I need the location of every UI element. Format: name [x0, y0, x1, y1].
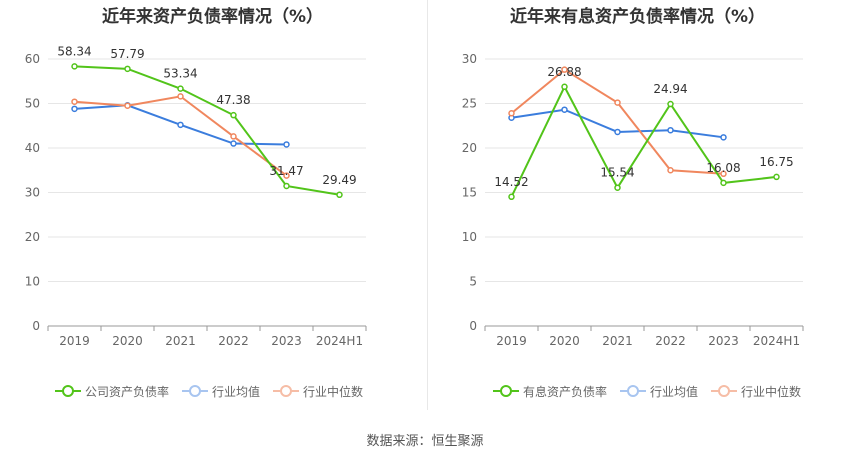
y-tick-label: 40 [25, 141, 40, 155]
y-tick-label: 15 [462, 186, 477, 200]
legend-label: 有息资产负债率 [523, 384, 608, 399]
data-label: 47.38 [216, 93, 250, 107]
series-point-industry_median[interactable] [124, 102, 131, 109]
x-tick-label: 2022 [218, 334, 249, 348]
chart-divider [427, 0, 428, 410]
series-point-industry_median[interactable] [720, 170, 727, 178]
series-point-industry_avg[interactable] [71, 105, 78, 113]
series-point-industry_avg[interactable] [561, 106, 568, 113]
legend-label: 行业均值 [212, 384, 261, 399]
y-tick-label: 5 [469, 275, 477, 289]
data-label: 29.49 [322, 173, 356, 187]
x-tick-label: 2019 [59, 334, 90, 348]
series-point-industry_avg[interactable] [720, 134, 727, 141]
data-label: 26.88 [547, 65, 581, 79]
series-point-company[interactable] [124, 65, 131, 73]
series-line-industry_median [510, 68, 724, 175]
x-tick-label: 2023 [271, 334, 302, 348]
data-label: 57.79 [110, 47, 144, 61]
series-point-company[interactable] [508, 193, 515, 201]
data-label: 58.34 [57, 44, 91, 58]
series-point-industry_median[interactable] [177, 93, 184, 100]
series-point-company[interactable] [230, 111, 237, 119]
y-tick-label: 0 [32, 319, 40, 333]
series-line-industry_median [74, 95, 288, 177]
series-point-industry_median[interactable] [614, 99, 621, 106]
series-point-company[interactable] [177, 85, 184, 92]
series-line-company [74, 65, 340, 196]
data-label: 15.54 [600, 166, 634, 180]
x-tick-label: 2024H1 [753, 334, 800, 348]
legend-label: 行业中位数 [741, 384, 802, 399]
data-source-note: 数据来源：恒生聚源 [366, 434, 484, 449]
y-tick-label: 30 [462, 52, 477, 66]
legend-item-interest-bearing-debt-ratio[interactable]: 有息资产负债率 [493, 383, 607, 400]
legend-line-marker-icon [182, 384, 209, 398]
data-label: 53.34 [163, 67, 197, 81]
legend-item-company-debt-ratio[interactable]: 公司资产负债率 [55, 383, 169, 400]
series-point-company[interactable] [614, 184, 621, 191]
left-chart-legend: 公司资产负债率 行业均值 行业中位数 [55, 382, 376, 400]
legend-line-marker-icon [493, 384, 519, 398]
left-chart-title: 近年来资产负债率情况（%） [101, 7, 324, 27]
y-tick-label: 10 [462, 230, 477, 244]
y-tick-label: 50 [25, 97, 40, 111]
legend-line-marker-icon [55, 384, 81, 398]
legend-label: 行业均值 [650, 384, 699, 399]
series-point-company[interactable] [561, 83, 568, 91]
legend-label: 公司资产负债率 [85, 384, 170, 399]
data-label: 16.08 [706, 161, 740, 175]
series-point-industry_avg[interactable] [230, 140, 237, 147]
legend-label: 行业中位数 [303, 384, 364, 399]
series-point-industry_avg[interactable] [667, 126, 674, 134]
series-point-company[interactable] [667, 100, 674, 108]
x-tick-label: 2021 [602, 334, 633, 348]
legend-item-industry-median[interactable]: 行业中位数 [273, 383, 363, 400]
data-label: 31.47 [269, 164, 303, 178]
x-tick-label: 2020 [112, 334, 143, 348]
series-point-industry_avg[interactable] [614, 128, 621, 136]
series-point-industry_median[interactable] [283, 172, 290, 179]
left-line-chart: 0 10 20 30 40 50 60 2019 2020 2021 2022 2023 2024H1 5… [25, 44, 367, 348]
series-point-company[interactable] [773, 173, 780, 181]
legend-item-industry-average[interactable]: 行业均值 [182, 383, 260, 400]
x-tick-label: 2021 [165, 334, 196, 348]
y-tick-label: 0 [469, 319, 477, 333]
right-line-chart: 0 5 10 15 20 25 30 2019 2020 2021 2022 2023 2024H1 14… [462, 52, 804, 348]
legend-item-industry-median[interactable]: 行业中位数 [711, 383, 801, 400]
y-tick-label: 20 [25, 230, 40, 244]
series-point-industry_median[interactable] [667, 167, 674, 174]
series-point-industry_avg[interactable] [177, 121, 184, 129]
series-line-company [510, 84, 777, 198]
series-point-industry_median[interactable] [508, 110, 515, 117]
x-tick-label: 2019 [496, 334, 527, 348]
series-point-industry_median[interactable] [71, 98, 78, 105]
legend-line-marker-icon [711, 384, 738, 398]
series-point-industry_avg[interactable] [283, 141, 290, 148]
legend-line-marker-icon [620, 384, 647, 398]
series-point-company[interactable] [336, 191, 343, 199]
data-label: 14.52 [494, 175, 528, 189]
series-point-company[interactable] [283, 182, 290, 190]
x-tick-label: 2020 [549, 334, 580, 348]
data-label: 24.94 [653, 82, 687, 96]
y-tick-label: 10 [25, 275, 40, 289]
x-tick-label: 2022 [655, 334, 686, 348]
series-point-industry_median[interactable] [230, 133, 237, 140]
y-tick-label: 20 [462, 141, 477, 155]
legend-line-marker-icon [273, 384, 300, 398]
y-tick-label: 30 [25, 186, 40, 200]
right-chart-legend: 有息资产负债率 行业均值 行业中位数 [493, 382, 814, 400]
right-chart-title: 近年来有息资产负债率情况（%） [509, 7, 766, 27]
x-tick-label: 2023 [708, 334, 739, 348]
y-tick-label: 60 [25, 52, 40, 66]
series-point-company[interactable] [720, 179, 727, 187]
y-tick-label: 25 [462, 97, 477, 111]
series-point-company[interactable] [71, 63, 78, 70]
data-label: 16.75 [759, 155, 793, 169]
series-point-industry_median[interactable] [561, 66, 568, 73]
legend-item-industry-average[interactable]: 行业均值 [620, 383, 698, 400]
x-tick-label: 2024H1 [316, 334, 363, 348]
